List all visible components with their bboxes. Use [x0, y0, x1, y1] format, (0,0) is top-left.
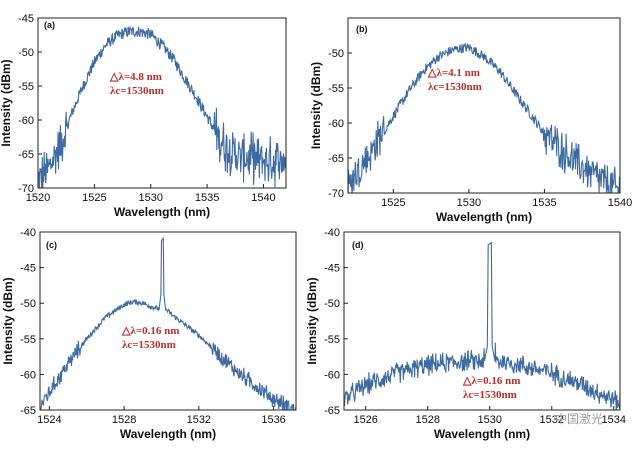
panel-label: (a) — [44, 20, 55, 30]
y-axis-label: Intensity (dBm) — [0, 59, 13, 146]
watermark-label: 中国激光 — [555, 412, 604, 426]
x-tick-label: 1532 — [540, 414, 564, 426]
y-tick-label: -55 — [20, 334, 36, 346]
y-tick-label: -70 — [328, 188, 344, 200]
series-line-0 — [38, 25, 286, 188]
y-tick-label: -65 — [328, 153, 344, 165]
y-tick-label: -60 — [324, 369, 340, 381]
annotation-1: λc=1530nm — [463, 389, 517, 401]
x-tick-label: 1528 — [112, 414, 136, 426]
series-line-1 — [348, 42, 620, 193]
y-tick-label: -65 — [324, 405, 340, 417]
y-tick-label: -70 — [18, 183, 34, 195]
annotation-0: △λ=4.1 nm — [427, 67, 480, 79]
y-tick-label: -45 — [18, 13, 34, 25]
series-line-2 — [40, 236, 296, 410]
x-tick-label: 1530 — [457, 197, 481, 209]
x-tick-label: 1520 — [26, 192, 50, 204]
y-tick-label: -55 — [328, 83, 344, 95]
y-tick-label: -50 — [328, 48, 344, 60]
y-tick-label: -60 — [20, 369, 36, 381]
panel-label: (d) — [352, 240, 364, 250]
x-tick-label: 1526 — [353, 414, 377, 426]
annotation-1: λc=1530nm — [122, 339, 176, 351]
y-tick-label: -45 — [20, 263, 36, 275]
y-tick-label: -50 — [20, 298, 36, 310]
plot-frame — [39, 231, 297, 411]
x-tick-label: 1534 — [602, 414, 626, 426]
y-tick-label: -40 — [20, 227, 36, 239]
annotation-1: λc=1530nm — [428, 81, 482, 93]
chart-panel-2: 1524 1528 1532 1536 -65 -60 -55 -50 -45 -40 Wavele… — [1, 227, 297, 441]
annotation-0: △λ=0.16 nm — [121, 325, 179, 337]
x-tick-label: 1530 — [138, 192, 162, 204]
x-tick-label: 1525 — [82, 192, 106, 204]
chart-panel-3: 1526 1528 1530 1532 1534 -65 -60 -55 -50 -45 -40 Wa… — [305, 227, 626, 441]
x-tick-label: 1525 — [381, 197, 405, 209]
plot-frame — [37, 17, 287, 189]
plot-frame — [343, 231, 621, 411]
x-tick-label: 1540 — [608, 197, 632, 209]
x-tick-label: 1535 — [195, 192, 219, 204]
y-tick-label: -65 — [20, 405, 36, 417]
annotation-0: △λ=0.16 nm — [462, 375, 520, 387]
x-tick-label: 1535 — [532, 197, 556, 209]
x-tick-label: 1528 — [415, 414, 439, 426]
x-tick-label: 1530 — [478, 414, 502, 426]
x-axis-label: Wavelength (nm) — [436, 210, 532, 224]
y-tick-label: -45 — [324, 263, 340, 275]
y-axis-label: Intensity (dBm) — [309, 62, 323, 149]
x-tick-label: 1540 — [251, 192, 275, 204]
chart-panel-1: 1525 1530 1535 1540 -70 -65 -60 -55 -50 Wavelengt… — [309, 17, 632, 224]
y-tick-label: -55 — [18, 81, 34, 93]
x-axis-label: Wavelength (nm) — [120, 427, 216, 441]
y-tick-label: -55 — [324, 334, 340, 346]
annotation-1: λc=1530nm — [110, 85, 164, 97]
x-axis-label: Wavelength (nm) — [114, 205, 210, 219]
y-axis-label: Intensity (dBm) — [1, 277, 15, 364]
series-line-3 — [344, 241, 620, 410]
x-axis-label: Wavelength (nm) — [434, 427, 530, 441]
plot-frame — [347, 17, 621, 194]
chart-panel-0: 1520 1525 1530 1535 1540 -70 -65 -60 -55 -50 -45 Wa… — [0, 13, 287, 219]
x-tick-label: 1536 — [261, 414, 285, 426]
panel-label: (b) — [356, 24, 368, 34]
y-tick-label: -60 — [18, 115, 34, 127]
x-tick-label: 1524 — [37, 414, 61, 426]
annotation-0: △λ=4.8 nm — [109, 71, 162, 83]
y-tick-label: -50 — [324, 298, 340, 310]
y-tick-label: -60 — [328, 118, 344, 130]
y-tick-label: -65 — [18, 149, 34, 161]
x-tick-label: 1532 — [187, 414, 211, 426]
y-axis-label: Intensity (dBm) — [305, 277, 319, 364]
y-tick-label: -40 — [324, 227, 340, 239]
panel-label: (c) — [46, 240, 57, 250]
y-tick-label: -50 — [18, 47, 34, 59]
